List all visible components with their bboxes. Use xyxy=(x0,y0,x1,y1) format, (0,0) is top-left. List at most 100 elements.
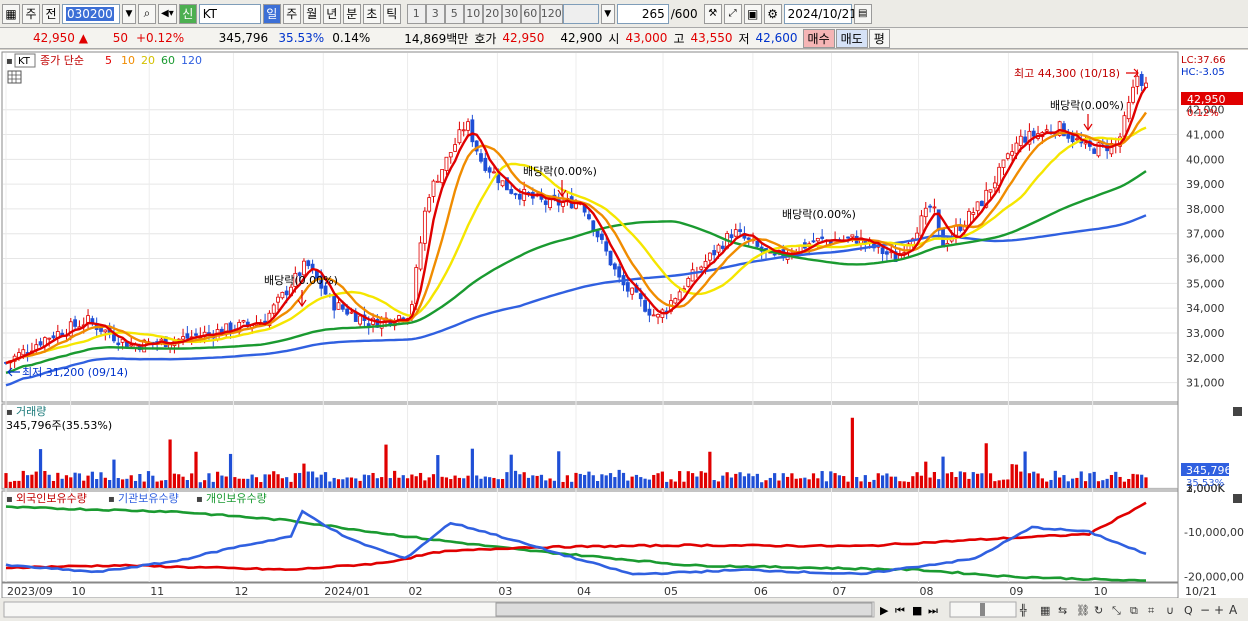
add-icon[interactable]: + xyxy=(1214,603,1224,617)
volume-bar xyxy=(90,471,94,488)
table-icon[interactable] xyxy=(7,70,22,84)
stock-code-input[interactable]: 030200 xyxy=(62,3,120,24)
market-badge[interactable]: 신 xyxy=(178,3,197,24)
speaker-icon[interactable]: ◀▾ xyxy=(158,3,177,24)
fast-forward-icon[interactable]: ⏭ xyxy=(928,604,938,617)
holdings-close-icon[interactable] xyxy=(1233,494,1242,503)
volume-bar xyxy=(509,454,513,488)
volume-bar xyxy=(120,479,125,488)
draw-tools-icon[interactable]: ⤢ xyxy=(723,3,742,24)
candle-down xyxy=(587,214,591,220)
volume-bar xyxy=(600,474,604,488)
interval-1[interactable]: 1 xyxy=(406,3,426,24)
candle-down xyxy=(729,234,734,239)
candle-up xyxy=(1075,138,1079,141)
volume-bar xyxy=(734,473,738,488)
stock-chart[interactable]: 42,000 41,000 40,000 39,000 38,000 37,000 36,0… xyxy=(0,50,1248,621)
dividend-arrow-icon-4 xyxy=(1083,114,1093,132)
volume-close-icon[interactable] xyxy=(1233,407,1242,416)
volume-bar xyxy=(595,481,600,488)
eval-button[interactable]: 평 xyxy=(868,28,890,48)
x-tick-label: 09 xyxy=(1009,585,1023,598)
volume-bar xyxy=(777,480,781,488)
crosshair-icon[interactable]: ╬ xyxy=(1019,603,1027,617)
grid-toggle-icon[interactable]: ▦ xyxy=(1040,604,1050,617)
tab-weekly[interactable]: 주 xyxy=(282,3,301,24)
text-tool-icon[interactable]: A xyxy=(1229,603,1238,617)
calendar-icon[interactable]: ▤ xyxy=(853,3,872,24)
volume-bar xyxy=(310,471,315,488)
stop-icon[interactable]: ■ xyxy=(912,604,922,617)
volume-bar xyxy=(263,474,267,488)
volume-bar xyxy=(64,475,69,488)
magnet-icon[interactable]: ∪ xyxy=(1166,604,1174,617)
candle-down xyxy=(194,333,198,336)
capture-icon[interactable]: ⌗ xyxy=(1148,604,1154,617)
interval-10[interactable]: 10 xyxy=(463,3,483,24)
compare-icon[interactable]: ⇆ xyxy=(1058,604,1067,617)
interval-custom-field[interactable] xyxy=(562,3,599,24)
scroll-right-icon[interactable]: ▶ xyxy=(880,604,889,617)
period-select-weekly[interactable]: 주 xyxy=(22,3,40,24)
zoom-out-icon[interactable]: − xyxy=(1200,603,1210,617)
volume-bar xyxy=(449,479,453,488)
volume-bar xyxy=(1079,471,1083,488)
copy-icon[interactable]: ⧉ xyxy=(1130,604,1138,617)
rewind-icon[interactable]: ⏮ xyxy=(895,604,905,617)
volume-bar xyxy=(73,472,77,488)
volume-bar xyxy=(773,473,777,488)
date-field[interactable]: 2024/10/21 xyxy=(783,3,857,24)
tab-minute[interactable]: 분 xyxy=(342,3,361,24)
tab-yearly[interactable]: 년 xyxy=(322,3,341,24)
volume-bar xyxy=(198,482,202,488)
volume-bar xyxy=(38,449,43,488)
interval-5[interactable]: 5 xyxy=(444,3,464,24)
price-tick-label: 41,000 xyxy=(1186,129,1225,142)
holdings-legend[interactable]: ▪ 외국인보유수량 ▪ 기관보유수량 ▪ 개인보유수량 xyxy=(6,492,267,505)
candle-up xyxy=(466,121,470,131)
candle-down xyxy=(612,263,617,270)
high-label: 고 xyxy=(673,31,685,46)
price-tick-label: 40,000 xyxy=(1186,153,1225,166)
interval-dropdown-icon[interactable]: ▼ xyxy=(600,3,615,24)
interval-3[interactable]: 3 xyxy=(425,3,445,24)
candle-down xyxy=(720,245,725,249)
zoom-in-icon[interactable]: Q xyxy=(1184,604,1193,617)
tab-daily[interactable]: 일 xyxy=(262,3,281,24)
ask-price: 42,950 xyxy=(502,31,545,45)
sell-button[interactable]: 매도 xyxy=(835,28,868,48)
interval-20[interactable]: 20 xyxy=(482,3,502,24)
gear-icon[interactable]: ⚙ xyxy=(763,3,782,24)
candle-up xyxy=(1135,75,1140,87)
scroll-thumb[interactable] xyxy=(495,602,873,617)
volume-bar xyxy=(453,475,457,488)
save-icon[interactable]: ▣ xyxy=(743,3,762,24)
chart-area[interactable]: 42,000 41,000 40,000 39,000 38,000 37,000 36,0… xyxy=(0,50,1248,621)
candle-up xyxy=(435,180,440,183)
chart-tools-icon[interactable]: ⚒ xyxy=(703,3,722,24)
volume-bar xyxy=(760,482,764,488)
tab-tick[interactable]: 틱 xyxy=(382,3,401,24)
interval-30[interactable]: 30 xyxy=(501,3,521,24)
link-icon[interactable]: ⛓ xyxy=(1076,604,1090,617)
volume-bar xyxy=(99,472,103,488)
tab-monthly[interactable]: 월 xyxy=(302,3,321,24)
candle-down xyxy=(1092,148,1097,154)
count-field[interactable]: 265 xyxy=(616,3,669,24)
stock-name-field[interactable]: KT xyxy=(198,3,261,24)
volume-bar xyxy=(203,480,207,488)
search-icon[interactable]: ⌕ xyxy=(138,3,156,24)
previous-button[interactable]: 전 xyxy=(42,3,60,24)
expand-icon[interactable]: ⤡ xyxy=(1112,604,1121,617)
cycle-icon[interactable]: ↻ xyxy=(1094,604,1103,617)
volume-bar xyxy=(708,451,712,488)
zoom-slider-handle[interactable] xyxy=(980,603,985,616)
buy-button[interactable]: 매수 xyxy=(802,28,835,48)
interval-120[interactable]: 120 xyxy=(539,3,563,24)
tab-second[interactable]: 초 xyxy=(362,3,381,24)
layout-icon[interactable]: ▦ xyxy=(2,3,20,24)
interval-60[interactable]: 60 xyxy=(520,3,540,24)
code-dropdown-icon[interactable]: ▼ xyxy=(122,3,136,24)
price-legend[interactable]: ▪ KT 종가 단순 5 10 20 60 120 xyxy=(6,53,202,84)
volume-bar xyxy=(716,481,721,488)
